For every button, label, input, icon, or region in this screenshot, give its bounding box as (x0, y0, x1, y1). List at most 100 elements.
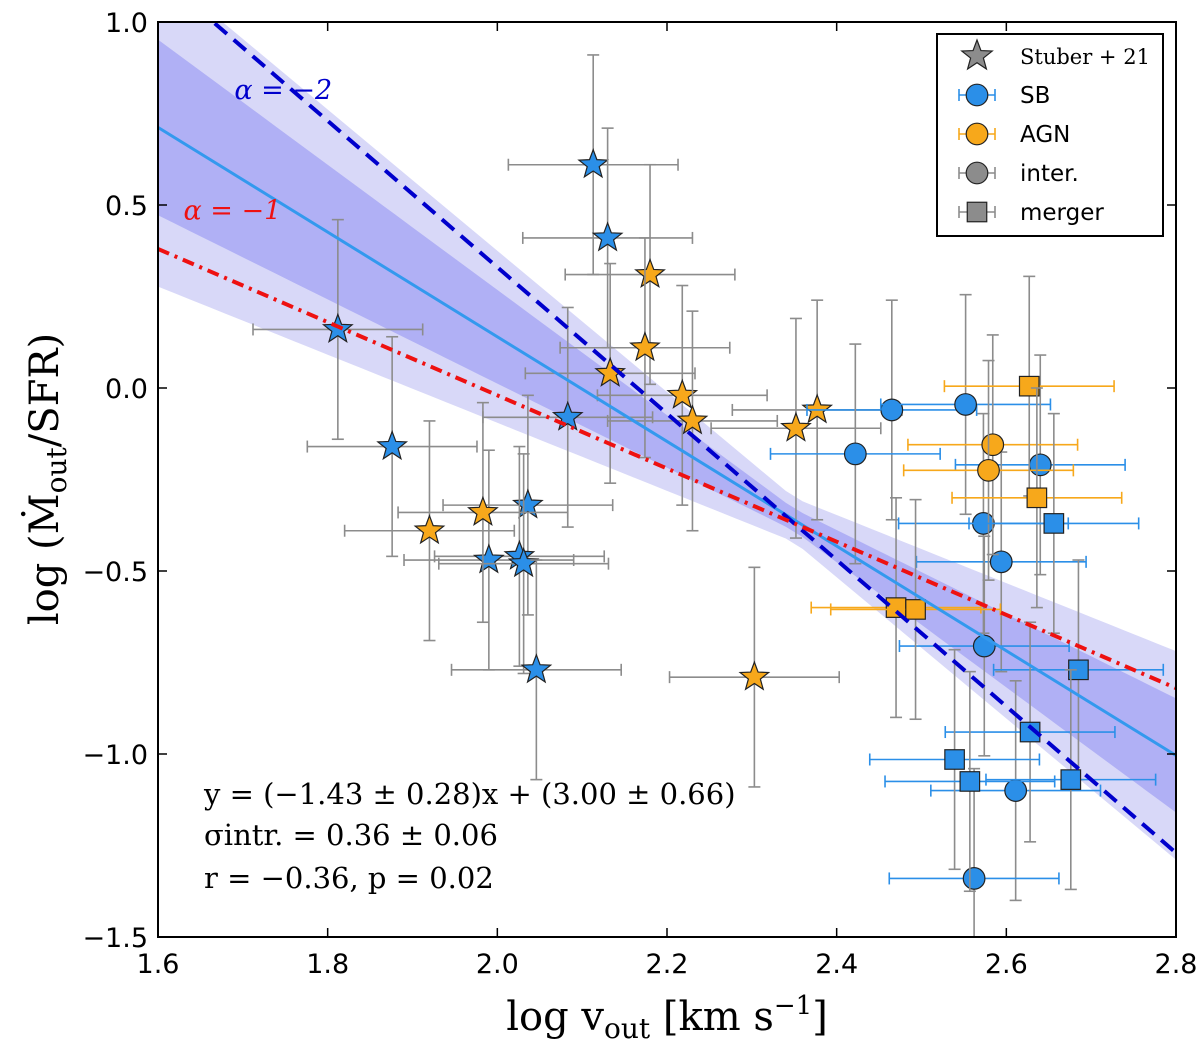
y-tick-label: 0.5 (105, 191, 148, 222)
star-marker (551, 400, 584, 431)
x-tick-label: 2.8 (1155, 949, 1198, 980)
data-point-square (944, 621, 1116, 843)
star-marker (577, 148, 610, 179)
y-tick-label: 0.0 (105, 374, 148, 405)
x-tick-label: 1.6 (137, 949, 180, 980)
circle-marker (962, 867, 986, 890)
data-point-star (252, 218, 424, 441)
data-point-circle (879, 293, 1052, 516)
star-marker (591, 221, 624, 252)
star-marker (376, 429, 409, 461)
data-point-circle (902, 359, 1075, 581)
x-axis-label: log vout [km s−1] (506, 991, 828, 1045)
square-marker (1019, 721, 1041, 743)
alpha-minus-1-label: α = −1 (183, 196, 281, 227)
data-point-star (710, 317, 882, 539)
star-marker (738, 660, 771, 691)
circle-marker (880, 398, 904, 422)
circle-marker (989, 550, 1013, 574)
y-axis-label: log (Ṁout/SFR) (21, 333, 73, 625)
alpha-minus-2-label: α = −2 (234, 75, 332, 106)
data-point-star (437, 453, 610, 675)
data-point-circle (769, 343, 941, 565)
legend-label: merger (1020, 200, 1104, 226)
star-marker (511, 488, 544, 519)
x-tick-label: 2.4 (815, 949, 858, 980)
data-point-circle (898, 535, 1070, 757)
data-point-circle (930, 679, 1102, 902)
data-point-circle (806, 299, 978, 521)
data-point-star (521, 127, 694, 349)
legend-label: inter. (1020, 161, 1079, 187)
star-marker (676, 404, 709, 435)
square-marker (1026, 487, 1048, 509)
x-tick-label: 2.2 (646, 949, 689, 980)
legend-label: Stuber + 21 (1020, 45, 1150, 69)
data-point-circle (915, 451, 1087, 673)
legend-item: inter. (958, 161, 1079, 187)
star-marker (467, 495, 499, 526)
star-marker (634, 257, 666, 289)
data-point-star (596, 284, 768, 506)
legend-label: SB (1020, 83, 1050, 109)
fit-sigma: σintr. = 0.36 ± 0.06 (204, 818, 498, 852)
square-marker (1043, 513, 1065, 534)
circle-marker (1028, 453, 1052, 477)
data-point-square (868, 648, 1041, 871)
data-point-circle (907, 334, 1079, 556)
data-point-square (943, 275, 1115, 497)
circle-marker (1004, 779, 1028, 802)
y-tick-label: −1.5 (82, 923, 148, 954)
data-point-star (397, 401, 569, 624)
data-point-square (884, 670, 1056, 893)
star-marker (507, 546, 540, 578)
circle-marker (977, 458, 1000, 482)
data-point-star (482, 306, 654, 528)
data-point-star (442, 394, 614, 616)
fit-correlation: r = −0.36, p = 0.02 (204, 861, 494, 895)
legend-circle-marker (965, 122, 989, 146)
square-marker (944, 749, 965, 770)
data-point-square (951, 387, 1123, 609)
star-marker (780, 411, 812, 442)
circle-marker (843, 442, 867, 466)
legend-star-marker (960, 38, 994, 71)
x-tick-label: 2.0 (476, 949, 519, 980)
legend-item: merger (958, 200, 1104, 226)
data-point-star (668, 566, 841, 788)
x-tick-label: 2.6 (985, 949, 1028, 980)
data-point-star (343, 420, 516, 642)
data-point-star (403, 449, 575, 671)
legend-circle-marker (965, 161, 989, 185)
fit-equation: y = (−1.43 ± 0.28)x + (3.00 ± 0.66) (203, 777, 736, 811)
best-fit-line (158, 126, 1176, 757)
legend-item: SB (958, 83, 1050, 109)
legend-label: AGN (1020, 122, 1070, 148)
data-point-square (968, 412, 1140, 635)
star-marker (472, 543, 505, 574)
alpha-minus-1-line (158, 247, 1176, 690)
data-point-circle (888, 767, 1060, 937)
y-tick-label: 1.0 (105, 8, 148, 39)
square-marker (1018, 375, 1040, 397)
legend-square-marker (966, 201, 988, 223)
data-point-star (306, 335, 478, 558)
y-tick-label: −1.0 (82, 740, 148, 771)
square-marker (959, 771, 981, 792)
y-tick-label: −0.5 (82, 557, 148, 588)
data-point-square (985, 669, 1157, 891)
star-marker (594, 356, 627, 387)
star-marker (629, 331, 661, 362)
x-tick-label: 1.8 (306, 949, 349, 980)
circle-marker (954, 393, 978, 416)
circle-marker (981, 433, 1005, 457)
star-marker (520, 653, 553, 684)
square-marker (885, 597, 907, 618)
data-point-star (450, 559, 622, 781)
data-point-star (433, 445, 606, 667)
legend-item: AGN (958, 122, 1070, 148)
legend-circle-marker (965, 83, 989, 107)
data-point-star (524, 262, 696, 484)
star-marker (413, 514, 446, 545)
